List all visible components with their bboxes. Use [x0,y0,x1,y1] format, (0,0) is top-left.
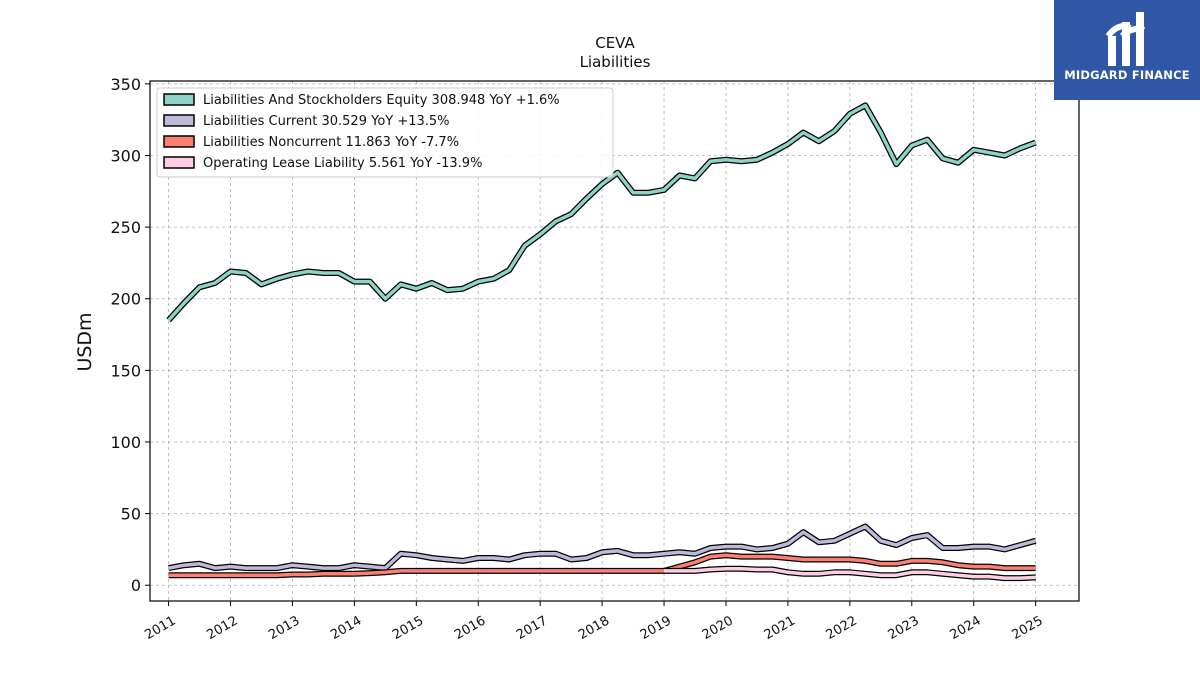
brand-logo-icon [1105,12,1146,66]
legend-label: Liabilities Noncurrent 11.863 YoY -7.7% [203,135,459,150]
legend-label: Operating Lease Liability 5.561 YoY -13.… [203,156,482,171]
x-tick-label: 2016 [452,613,488,643]
y-tick-label: 0 [131,576,141,595]
x-tick-label: 2023 [886,613,922,643]
x-tick-label: 2018 [576,613,612,643]
y-axis-label: USDm [74,312,96,371]
y-tick-label: 250 [110,218,141,237]
x-tick-label: 2015 [390,613,426,643]
y-tick-label: 100 [110,433,141,452]
chart-title: CEVA [595,34,635,52]
x-tick-label: 2013 [266,613,302,643]
y-tick-label: 50 [121,505,141,524]
x-tick-label: 2022 [824,613,860,643]
legend-frame [156,87,614,178]
brand-logo-text: MIDGARD FINANCE [1064,68,1190,82]
x-tick-label: 2012 [204,613,240,643]
y-axis: 0 50 100 150 200 250 300 350 [110,75,150,595]
x-tick-label: 2021 [762,613,798,643]
plot-frame [149,80,1080,602]
series-line [167,103,1037,322]
x-tick-label: 2025 [1009,613,1045,643]
chart-subtitle: Liabilities [580,53,651,71]
legend-label: Liabilities Current 30.529 YoY +13.5% [203,114,450,129]
y-tick-label: 350 [110,75,141,94]
legend-swatch [163,114,195,127]
legend-swatch [163,156,195,169]
series-line [168,553,1036,577]
x-tick-label: 2020 [700,613,736,643]
x-tick-label: 2011 [142,613,178,643]
legend-swatch [163,135,195,148]
series-line [168,524,1037,570]
legend-swatch [163,93,195,106]
y-tick-label: 200 [110,290,141,309]
y-tick-label: 150 [110,361,141,380]
legend-label: Liabilities And Stockholders Equity 308.… [203,93,560,108]
x-tick-label: 2014 [328,613,364,643]
brand-logo: MIDGARD FINANCE [1054,0,1200,100]
series-line [664,567,1036,580]
series-layer [166,102,1037,582]
x-tick-label: 2019 [638,613,674,643]
legend: Liabilities And Stockholders Equity 308.… [156,87,614,178]
y-tick-label: 300 [110,146,141,165]
x-tick-label: 2017 [514,613,550,643]
x-tick-label: 2024 [948,613,984,643]
x-axis: 2011 2012 2013 2014 2015 2016 2017 2018 2019 2020… [142,601,1046,643]
